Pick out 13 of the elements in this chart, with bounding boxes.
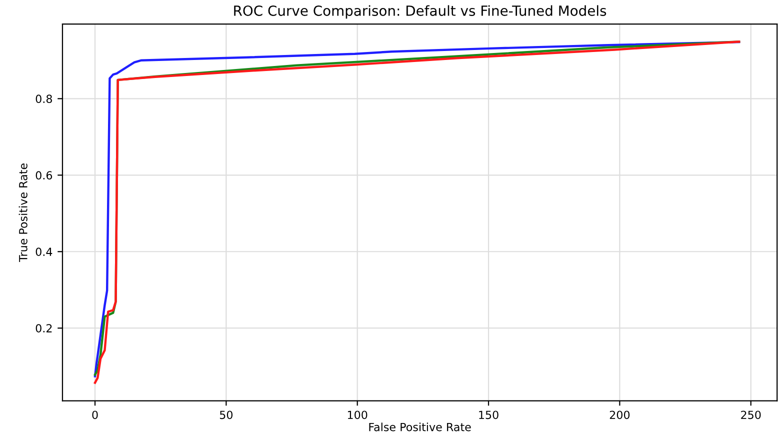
x-tick-label: 100 <box>348 410 368 420</box>
x-tick-label: 50 <box>220 410 233 420</box>
x-tick-label: 0 <box>92 410 98 420</box>
y-tick-label: 0.8 <box>36 94 52 104</box>
y-tick-label: 0.2 <box>36 324 52 332</box>
chart-title: ROC Curve Comparison: Default vs Fine-Tuned Models <box>234 5 606 19</box>
y-tick-label: 0.4 <box>36 248 52 256</box>
x-axis-title: False Positive Rate <box>369 422 471 432</box>
y-axis-title: True Positive Rate <box>18 164 28 262</box>
x-tick-label: 250 <box>741 410 761 420</box>
x-tick-label: 150 <box>479 410 498 420</box>
x-tick-label: 200 <box>610 410 630 420</box>
y-tick-label: 0.6 <box>36 171 52 180</box>
